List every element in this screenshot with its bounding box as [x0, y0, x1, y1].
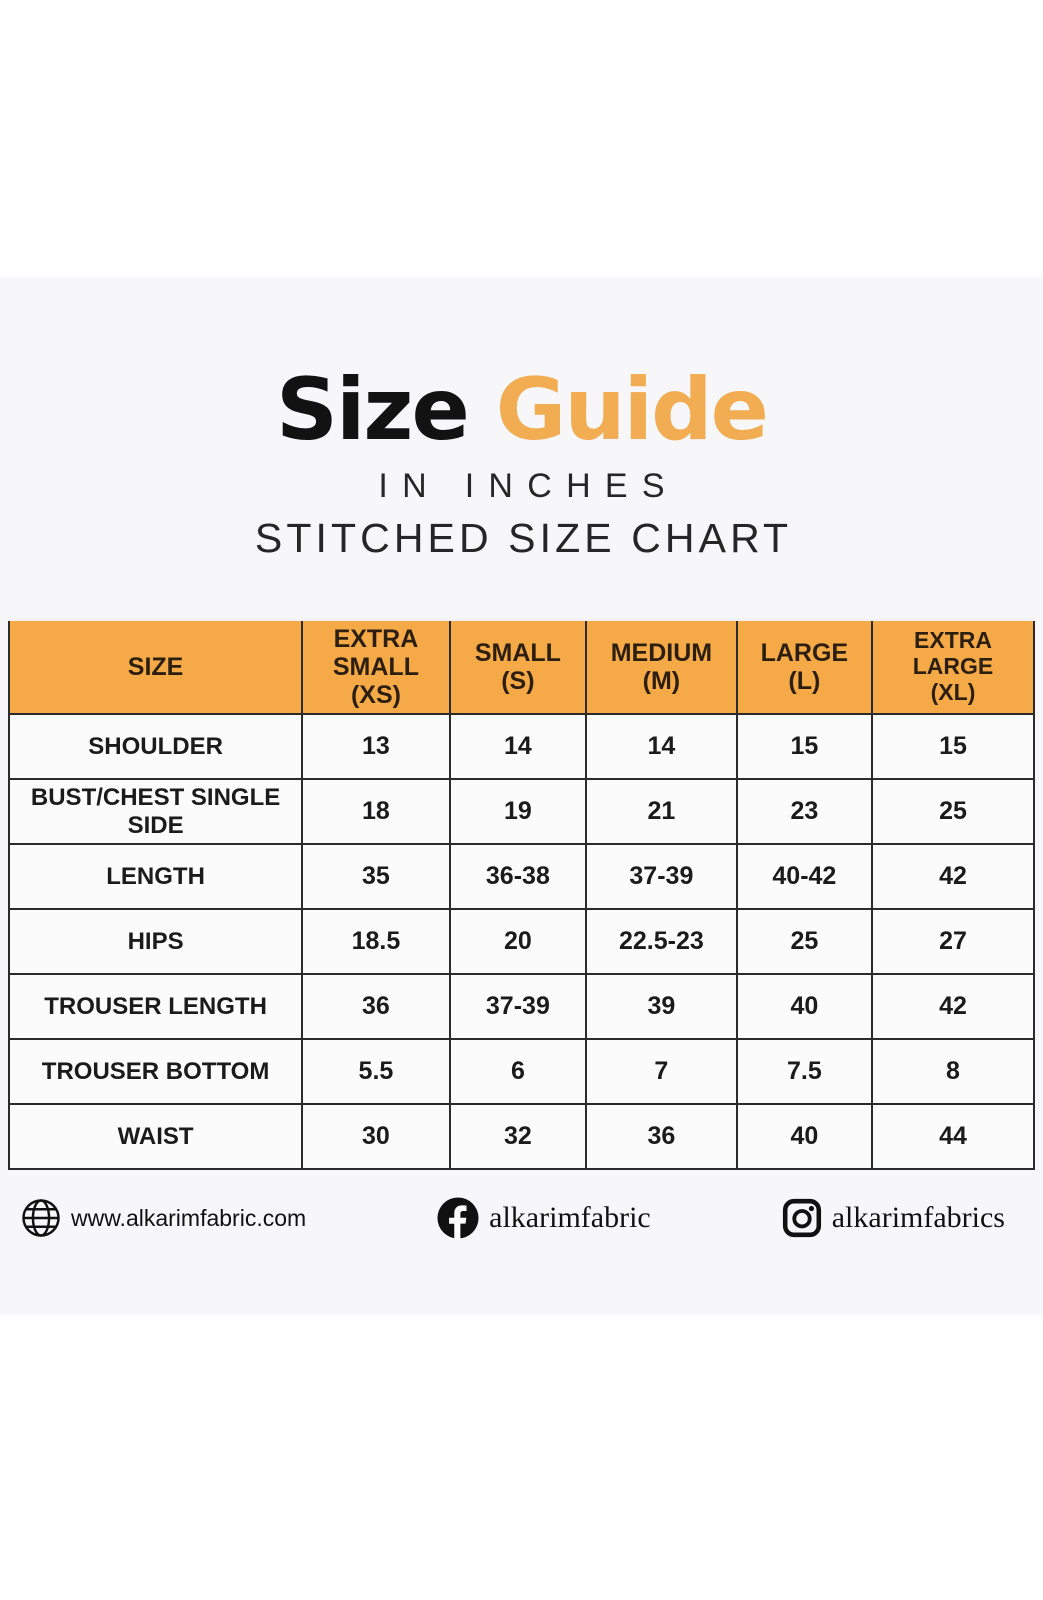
facebook-icon: [436, 1196, 480, 1240]
header-cell-line: SMALL: [474, 639, 561, 667]
value-cell: 20: [448, 908, 588, 975]
table-row: BUST/CHEST SINGLE SIDE 18 19 21 23 25: [7, 778, 1035, 845]
value-cell: 22.5-23: [585, 908, 738, 975]
value-cell: 13: [301, 713, 451, 780]
globe-icon: [20, 1197, 62, 1239]
value-cell: 5.5: [301, 1038, 451, 1105]
value-cell: 21: [585, 778, 738, 845]
header-cell: EXTRA LARGE (XL): [871, 618, 1035, 715]
header-cell: LARGE (L): [735, 618, 874, 715]
value-cell: 8: [871, 1038, 1035, 1105]
value-cell: 42: [871, 973, 1035, 1040]
value-cell: 6: [448, 1038, 588, 1105]
value-cell: 15: [871, 713, 1035, 780]
facebook-handle: alkarimfabric: [489, 1201, 651, 1234]
value-cell: 14: [585, 713, 738, 780]
size-table-wrap: SIZE EXTRA SMALL (XS) SMALL (S) MEDIUM (M) LARG…: [7, 618, 1035, 1170]
table-row: HIPS 18.5 20 22.5-23 25 27: [7, 908, 1035, 975]
subtitle-stitched-size-chart: STITCHED SIZE CHART: [254, 515, 793, 561]
value-cell: 36: [585, 1103, 738, 1170]
title-word-size: Size: [276, 360, 470, 460]
website-group: www.alkarimfabric.com: [20, 1197, 306, 1239]
header-cell-line: (L): [788, 667, 821, 695]
title-word-guide: Guide: [495, 360, 769, 460]
header-cell-line: (S): [501, 667, 535, 695]
value-cell: 36-38: [448, 843, 588, 910]
header-cell-line: (XL): [930, 678, 976, 705]
table-row: WAIST 30 32 36 40 44: [7, 1103, 1035, 1170]
row-label-cell: SHOULDER: [7, 713, 304, 780]
value-cell: 14: [448, 713, 588, 780]
value-cell: 36: [301, 973, 451, 1040]
header-cell-line: (M): [642, 667, 681, 695]
row-label-cell: HIPS: [7, 908, 304, 975]
header-cell: MEDIUM (M): [585, 618, 738, 715]
row-label-cell: TROUSER LENGTH: [7, 973, 304, 1040]
value-cell: 19: [448, 778, 588, 845]
facebook-group: alkarimfabric: [436, 1196, 651, 1240]
value-cell: 7: [585, 1038, 738, 1105]
footer-contact-bar: www.alkarimfabric.com alkarimfabric alka…: [20, 1196, 1005, 1240]
website-url: www.alkarimfabric.com: [71, 1204, 307, 1231]
row-label-cell: LENGTH: [7, 843, 304, 910]
value-cell: 30: [301, 1103, 451, 1170]
value-cell: 25: [735, 908, 874, 975]
value-cell: 18: [301, 778, 451, 845]
value-cell: 23: [735, 778, 874, 845]
size-guide-canvas: Size Guide IN INCHES STITCHED SIZE CHART…: [0, 277, 1043, 1315]
value-cell: 25: [871, 778, 1035, 845]
value-cell: 27: [871, 908, 1035, 975]
table-row: LENGTH 35 36-38 37-39 40-42 42: [7, 843, 1035, 910]
value-cell: 40: [735, 1103, 874, 1170]
header-cell-line: MEDIUM: [610, 639, 713, 667]
size-table-body: SHOULDER 13 14 14 15 15 BUST/CHEST SINGLE SIDE…: [7, 713, 1035, 1170]
value-cell: 32: [448, 1103, 588, 1170]
header-cell-line: SIZE: [127, 653, 184, 681]
value-cell: 37-39: [585, 843, 738, 910]
value-cell: 37-39: [448, 973, 588, 1040]
instagram-handle: alkarimfabrics: [831, 1201, 1005, 1234]
header-cell-line: EXTRA: [333, 625, 419, 653]
size-table-header: SIZE EXTRA SMALL (XS) SMALL (S) MEDIUM (M) LARG…: [7, 618, 1035, 715]
row-label-cell: WAIST: [7, 1103, 304, 1170]
header-cell-line: SMALL (XS): [332, 653, 419, 709]
value-cell: 7.5: [735, 1038, 874, 1105]
value-cell: 18.5: [301, 908, 451, 975]
header-cell: EXTRA SMALL (XS): [301, 618, 451, 715]
header-cell: SIZE: [7, 618, 304, 715]
table-row: TROUSER LENGTH 36 37-39 39 40 42: [7, 973, 1035, 1040]
value-cell: 40-42: [735, 843, 874, 910]
page-title: Size Guide: [0, 367, 1043, 453]
value-cell: 15: [735, 713, 874, 780]
size-chart-table: SIZE EXTRA SMALL (XS) SMALL (S) MEDIUM (M) LARG…: [7, 618, 1035, 1170]
row-label-cell: TROUSER BOTTOM: [7, 1038, 304, 1105]
value-cell: 35: [301, 843, 451, 910]
table-row: TROUSER BOTTOM 5.5 6 7 7.5 8: [7, 1038, 1035, 1105]
row-label-cell: BUST/CHEST SINGLE SIDE: [7, 778, 304, 845]
header-row: SIZE EXTRA SMALL (XS) SMALL (S) MEDIUM (M) LARG…: [7, 618, 1035, 715]
value-cell: 42: [871, 843, 1035, 910]
subtitle-in-inches: IN INCHES: [378, 467, 679, 505]
header-cell-line: EXTRA LARGE: [912, 627, 994, 680]
header-cell: SMALL (S): [448, 618, 588, 715]
table-row: SHOULDER 13 14 14 15 15: [7, 713, 1035, 780]
instagram-icon: [781, 1197, 823, 1239]
value-cell: 44: [871, 1103, 1035, 1170]
title-block: Size Guide IN INCHES STITCHED SIZE CHART: [0, 367, 1043, 562]
value-cell: 39: [585, 973, 738, 1040]
instagram-group: alkarimfabrics: [781, 1197, 1005, 1239]
value-cell: 40: [735, 973, 874, 1040]
header-cell-line: LARGE: [760, 639, 849, 667]
